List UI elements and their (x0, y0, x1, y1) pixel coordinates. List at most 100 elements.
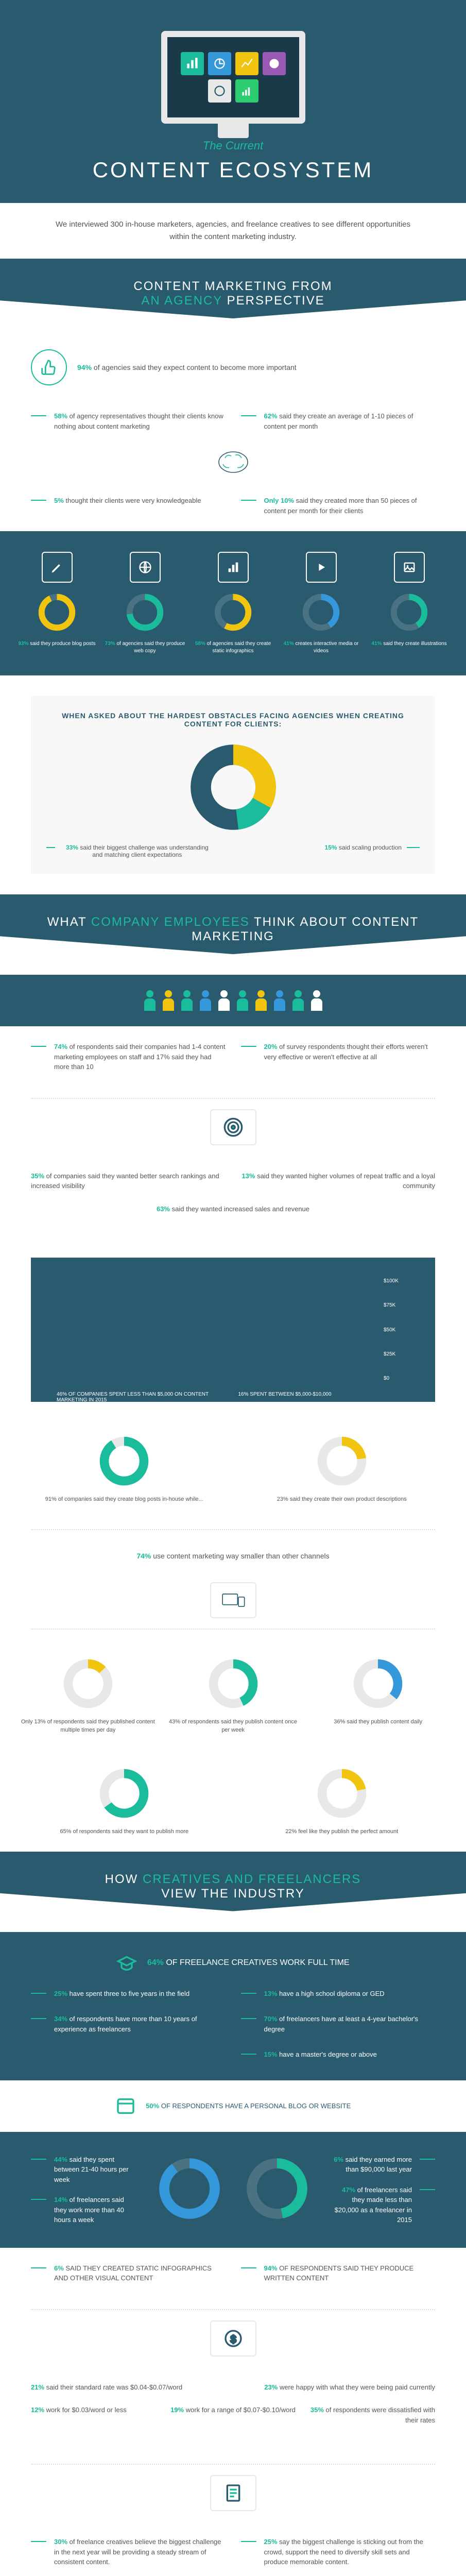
donut-item: Only 13% of respondents said they publis… (21, 1655, 156, 1734)
person-icon (309, 990, 324, 1011)
donut-label-left: 33% said their biggest challenge was und… (46, 844, 214, 858)
person-icon (143, 990, 157, 1011)
section2-header: WHAT COMPANY EMPLOYEES THINK ABOUT CONTE… (0, 894, 466, 954)
s3-dark2: 44% said they spent between 21-40 hours … (0, 2132, 466, 2248)
s3-two-stats: 6% SAID THEY CREATED STATIC INFOGRAPHICS… (0, 2248, 466, 2299)
donut-item: 43% of respondents said they publish con… (166, 1655, 301, 1734)
s3-title-pre: HOW (105, 1872, 139, 1886)
donut-item: 58% of agencies said they create static … (192, 552, 274, 655)
y-label: $75K (384, 1302, 415, 1308)
bar-chart: 46% OF COMPANIES SPENT LESS THAN $5,000 … (31, 1258, 435, 1402)
s1-grid: 58% of agency representatives thought th… (0, 396, 466, 531)
s1-title-pre: CONTENT MARKETING FROM (133, 279, 332, 293)
target-icon (210, 1109, 256, 1145)
rate-item: 21% said their standard rate was $0.04-$… (31, 2382, 435, 2393)
y-label: $50K (384, 1327, 415, 1333)
s1-grid-item: 58% of agency representatives thought th… (31, 411, 226, 431)
question-title: WHEN ASKED ABOUT THE HARDEST OBSTACLES F… (46, 711, 420, 728)
closing-item: 25% say the biggest challenge is stickin… (241, 2537, 436, 2567)
hero-title: CONTENT ECOSYSTEM (21, 158, 445, 182)
person-icon (272, 990, 287, 1011)
donut-item: 36% said they publish content daily (310, 1655, 445, 1734)
s3-title-accent: CREATIVES AND FREELANCERS (143, 1872, 361, 1886)
s2-grid: 74% of respondents said their companies … (0, 1026, 466, 1088)
brain-icon (31, 447, 435, 480)
person-icon (161, 990, 176, 1011)
branch-item: 63% said they wanted increased sales and… (31, 1204, 435, 1214)
rate-item: 12% work for $0.03/word or less 19% work… (31, 2405, 435, 2425)
s2-title-accent: COMPANY EMPLOYEES (91, 915, 250, 929)
y-label: $100K (384, 1278, 415, 1284)
monitor-graphic (161, 31, 305, 124)
divider (31, 1098, 435, 1099)
s3-grid-item: 70% of freelancers have at least a 4-yea… (241, 2014, 436, 2034)
donut-item: 65% of respondents said they want to pub… (21, 1765, 228, 1836)
hero-subtitle: The Current (21, 139, 445, 152)
s2-grid-item: 74% of respondents said their companies … (31, 1042, 226, 1072)
hero-description: We interviewed 300 in-house marketers, a… (0, 203, 466, 259)
s3-grid-item: 13% have a high school diploma or GED (241, 1989, 436, 1999)
s3-header-stat: 64% OF FREELANCE CREATIVES WORK FULL TIM… (31, 1953, 435, 1973)
s1-question: WHEN ASKED ABOUT THE HARDEST OBSTACLES F… (31, 696, 435, 874)
play-icon (306, 552, 337, 583)
divider (31, 1529, 435, 1530)
s3-grid-item: 25% have spent three to five years in th… (31, 1989, 226, 1999)
donut-item: 73% of agencies said they produce web co… (103, 552, 186, 655)
s1-stat1-text: 94% of agencies said they expect content… (77, 362, 297, 373)
donut-item: 22% feel like they publish the perfect a… (238, 1765, 446, 1836)
s1-grid-item: 62% said they create an average of 1-10 … (241, 411, 436, 431)
s1-grid-item: Only 10% said they created more than 50 … (241, 496, 436, 516)
s2-donuts-3: 65% of respondents said they want to pub… (0, 1750, 466, 1851)
s1-title-post: PERSPECTIVE (227, 294, 325, 308)
pencil-icon (42, 552, 73, 583)
s2-branches: 35% of companies said they wanted better… (0, 1156, 466, 1243)
s1-grid-item: 5% thought their clients were very knowl… (31, 496, 226, 516)
s3-grid-item: 47% of freelancers said they made less t… (329, 2185, 436, 2225)
svg-text:$: $ (230, 2334, 236, 2345)
s3-dark1: 64% OF FREELANCE CREATIVES WORK FULL TIM… (0, 1932, 466, 2080)
donut-item: 41% said they create illustrations (368, 552, 451, 655)
chart-icon (218, 552, 249, 583)
donut-pair (241, 2153, 313, 2227)
section3-header: HOW CREATIVES AND FREELANCERS VIEW THE I… (0, 1852, 466, 1911)
person-icon (198, 990, 213, 1011)
s3-stat: 94% OF RESPONDENTS SAID THEY PRODUCE WRI… (241, 2263, 436, 2283)
s2-grid-item: 20% of survey respondents thought their … (241, 1042, 436, 1072)
image-icon (394, 552, 425, 583)
person-icon (235, 990, 250, 1011)
s3-grid-item: 15% have a master's degree or above (241, 2049, 436, 2060)
s2-middle-stat: 74% use content marketing way smaller th… (0, 1540, 466, 1572)
s3-grid-item: 14% of freelancers said they work more t… (31, 2195, 138, 2225)
donut-item: 23% said they create their own product d… (238, 1433, 446, 1503)
bar-label: 46% OF COMPANIES SPENT LESS THAN $5,000 … (51, 1386, 233, 1408)
branch-item: 35% of companies said they wanted better… (31, 1171, 435, 1191)
hero-section: The Current CONTENT ECOSYSTEM (0, 0, 466, 203)
y-axis-labels: $100K$75K$50K$25K$0 (384, 1278, 415, 1381)
bar-label: 16% SPENT BETWEEN $5,000-$10,000 (233, 1386, 337, 1402)
big-donut-chart (187, 741, 280, 834)
divider (31, 2464, 435, 2465)
closing-item: 30% of freelance creatives believe the b… (31, 2537, 226, 2567)
document-icon (210, 2475, 256, 2511)
globe-icon (130, 552, 161, 583)
s1-title-accent: AN AGENCY (141, 294, 222, 308)
s3-closing: 30% of freelance creatives believe the b… (0, 2521, 466, 2576)
donut-label-right: 15% said scaling production (325, 844, 420, 858)
divider (31, 2309, 435, 2310)
s3-grid-item: 6% said they earned more than $90,000 la… (329, 2155, 436, 2175)
person-icon (291, 990, 305, 1011)
donut-pair (153, 2153, 226, 2227)
devices-icon (210, 1582, 256, 1618)
s2-donuts-2: Only 13% of respondents said they publis… (0, 1640, 466, 1750)
donut-item: 93% said they produce blog posts (15, 552, 98, 655)
s1-donut-bar: 93% said they produce blog posts 73% of … (0, 531, 466, 675)
s2-donuts-1: 91% of companies said they create blog p… (0, 1417, 466, 1519)
person-icon (180, 990, 194, 1011)
s1-stat1: 94% of agencies said they expect content… (0, 339, 466, 396)
s3-rates: 21% said their standard rate was $0.04-$… (0, 2367, 466, 2454)
y-label: $25K (384, 1351, 415, 1357)
s2-title-pre: WHAT (47, 915, 87, 929)
s3-title-post: VIEW THE INDUSTRY (161, 1887, 304, 1901)
donut-item: 41% creates interactive media or videos (280, 552, 363, 655)
s3-grid-item: 34% of respondents have more than 10 yea… (31, 2014, 226, 2034)
